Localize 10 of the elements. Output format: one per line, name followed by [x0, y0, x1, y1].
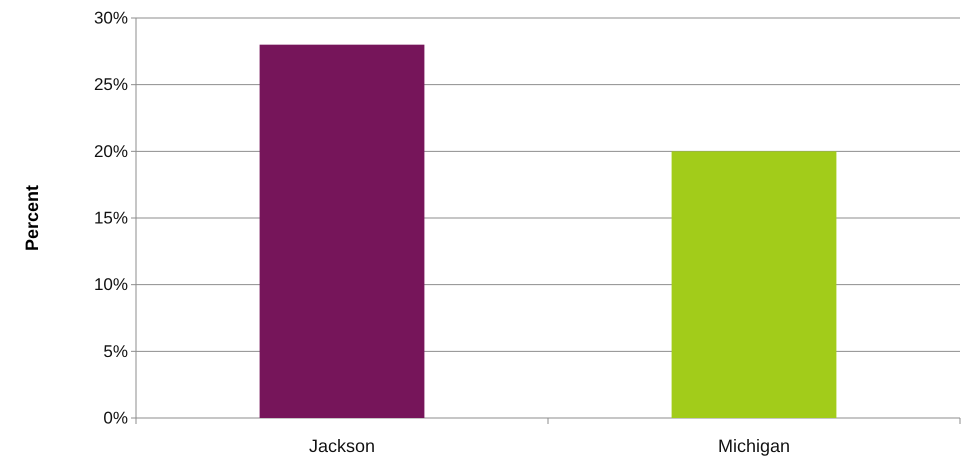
y-tick-label: 0%: [103, 408, 128, 428]
x-tick-label: Jackson: [308, 436, 376, 456]
y-tick-label: 10%: [94, 275, 128, 294]
y-tick-label: 15%: [94, 208, 128, 228]
y-tick-label: 20%: [94, 142, 128, 161]
y-tick-label: 5%: [103, 342, 128, 361]
y-tick-label: 30%: [94, 8, 128, 28]
x-tick-label: Michigan: [718, 436, 790, 456]
y-tick-label: 25%: [94, 75, 128, 94]
y-axis-title: Percent: [22, 184, 42, 252]
